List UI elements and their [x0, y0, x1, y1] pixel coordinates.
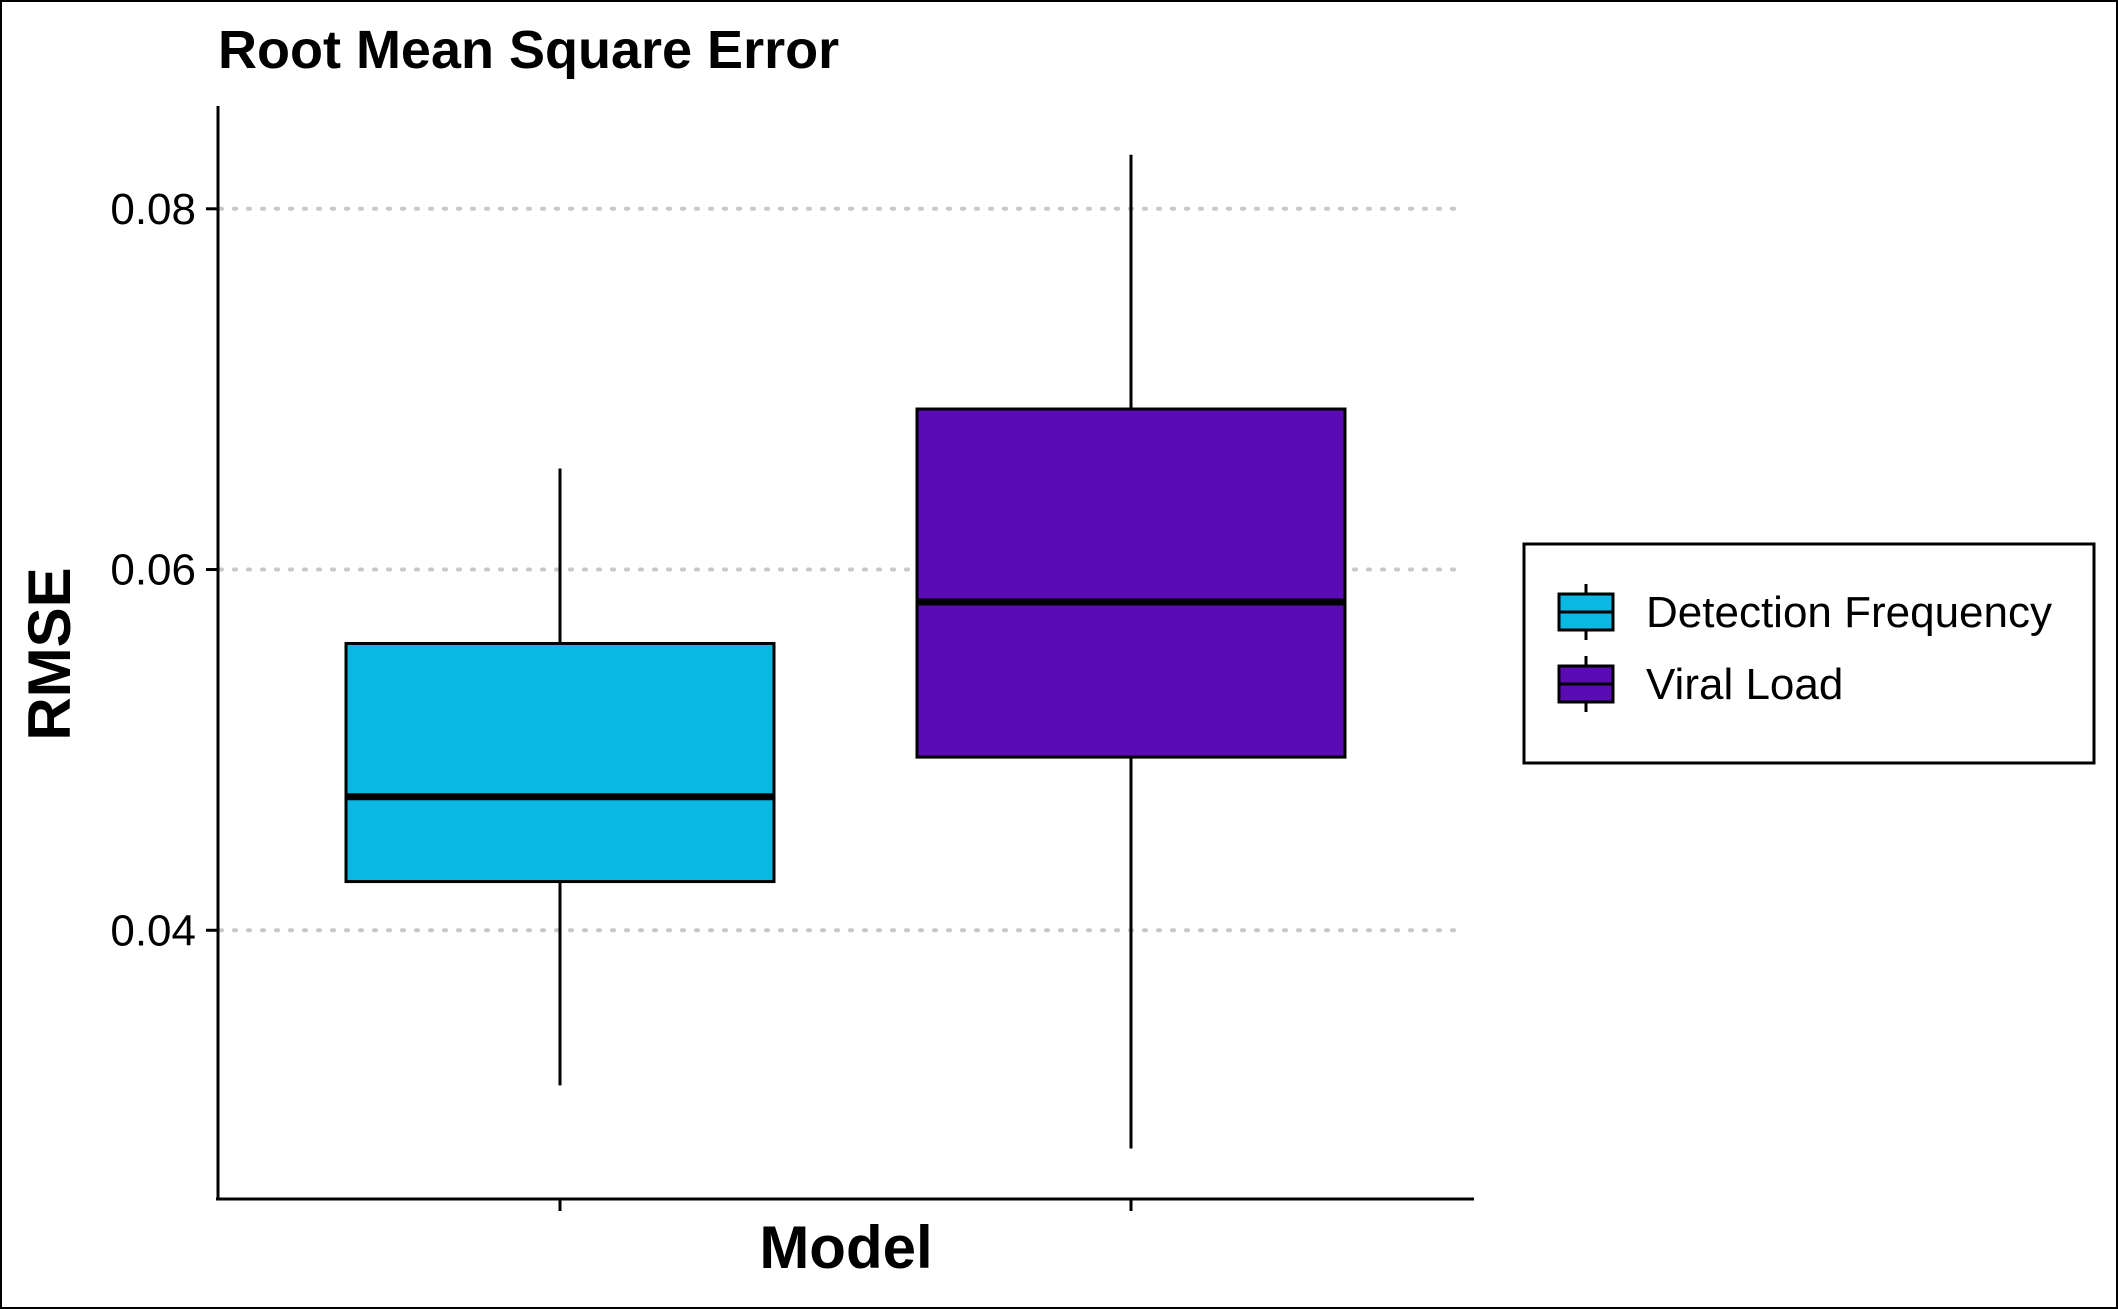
box-iqr — [915, 407, 1347, 759]
box-iqr — [344, 641, 776, 884]
legend-box — [1522, 542, 2096, 765]
boxes — [344, 154, 1347, 1149]
y-tick-label: 0.06 — [110, 546, 196, 595]
y-tick-label: 0.04 — [110, 906, 196, 955]
legend-label: Viral Load — [1646, 660, 1843, 709]
y-ticks: 0.04 0.06 0.08 — [110, 185, 218, 955]
y-axis-title: RMSE — [16, 567, 83, 740]
y-tick-label: 0.08 — [110, 185, 196, 234]
x-ticks — [558, 1199, 1133, 1211]
chart-title: Root Mean Square Error — [218, 20, 839, 80]
legend-label: Detection Frequency — [1646, 588, 2052, 637]
legend: Detection Frequency Viral Load — [1522, 542, 2096, 765]
x-axis-title: Model — [759, 1214, 932, 1281]
